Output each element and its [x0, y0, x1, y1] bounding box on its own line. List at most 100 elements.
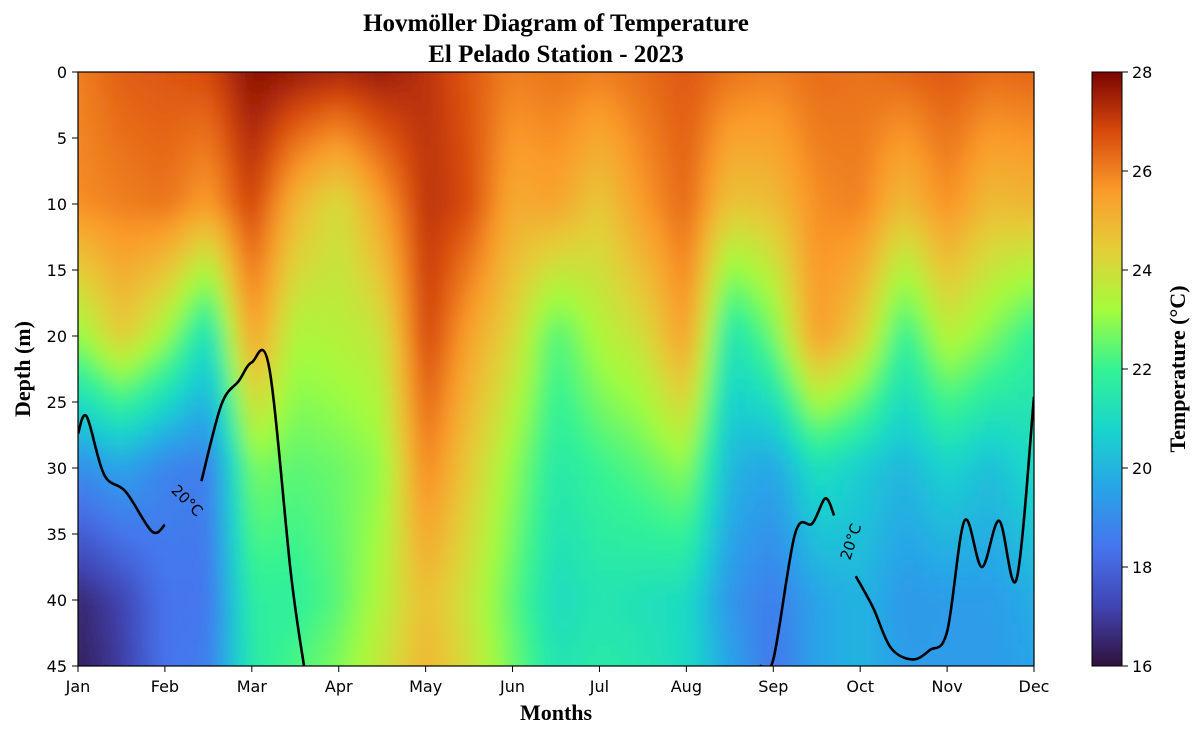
- heatmap-cell: [651, 220, 661, 232]
- heatmap-cell: [70, 51, 79, 62]
- heatmap-cell: [364, 125, 374, 137]
- heatmap-cell: [436, 315, 446, 328]
- heatmap-cell: [285, 411, 294, 423]
- heatmap-cell: [802, 125, 812, 137]
- heatmap-cell: [404, 422, 414, 434]
- heatmap-cell: [699, 135, 708, 147]
- heatmap-cell: [508, 315, 517, 328]
- heatmap-cell: [787, 209, 796, 222]
- heatmap-cell: [691, 453, 700, 466]
- heatmap-cell: [452, 390, 461, 402]
- heatmap-cell: [659, 294, 669, 306]
- heatmap-cell: [890, 125, 900, 137]
- heatmap-cell: [174, 51, 183, 62]
- heatmap-cell: [285, 432, 294, 444]
- heatmap-cell: [635, 400, 645, 413]
- heatmap-cell: [1002, 379, 1011, 391]
- heatmap-cell: [277, 178, 286, 190]
- heatmap-cell: [484, 146, 493, 158]
- heatmap-cell: [436, 347, 446, 359]
- heatmap-cell: [109, 188, 119, 200]
- heatmap-cell: [1042, 422, 1051, 433]
- heatmap-cell: [556, 199, 565, 211]
- heatmap-cell: [1018, 135, 1027, 147]
- heatmap-cell: [986, 337, 995, 349]
- heatmap-cell: [731, 305, 740, 317]
- heatmap-cell: [922, 103, 932, 116]
- heatmap-cell: [508, 167, 517, 179]
- heatmap-cell: [117, 411, 127, 423]
- heatmap-cell: [763, 262, 772, 275]
- heatmap-cell: [587, 72, 597, 84]
- heatmap-cell: [834, 178, 844, 190]
- heatmap-cell: [420, 103, 430, 116]
- heatmap-cell: [579, 400, 589, 413]
- heatmap-cell: [683, 103, 693, 116]
- heatmap-cell: [922, 294, 932, 306]
- heatmap-cell: [428, 125, 438, 137]
- heatmap-cell: [659, 358, 669, 370]
- heatmap-cell: [739, 400, 748, 413]
- heatmap-cell: [834, 188, 844, 200]
- heatmap-cell: [1010, 231, 1019, 243]
- heatmap-cell: [380, 72, 390, 84]
- heatmap-cell: [842, 135, 852, 147]
- heatmap-cell: [468, 178, 477, 190]
- heatmap-cell: [221, 315, 230, 328]
- heatmap-cell: [476, 443, 485, 455]
- heatmap-cell: [86, 51, 95, 62]
- heatmap-cell: [834, 347, 844, 359]
- heatmap-cell: [946, 146, 955, 158]
- heatmap-cell: [484, 135, 493, 147]
- heatmap-cell: [922, 273, 932, 285]
- heatmap-cell: [667, 464, 677, 476]
- heatmap-cell: [317, 390, 326, 402]
- heatmap-cell: [197, 188, 207, 200]
- heatmap-cell: [962, 305, 971, 317]
- heatmap-cell: [253, 422, 262, 434]
- heatmap-cell: [388, 93, 398, 105]
- heatmap-cell: [563, 369, 573, 381]
- heatmap-cell: [850, 241, 860, 253]
- heatmap-cell: [922, 125, 932, 137]
- heatmap-cell: [436, 284, 446, 296]
- heatmap-cell: [619, 82, 629, 94]
- heatmap-cell: [269, 315, 278, 328]
- heatmap-cell: [771, 390, 780, 402]
- heatmap-cell: [587, 167, 597, 179]
- heatmap-cell: [524, 125, 533, 137]
- heatmap-cell: [428, 379, 438, 391]
- heatmap-cell: [373, 51, 382, 62]
- heatmap-cell: [540, 284, 549, 296]
- heatmap-cell: [643, 188, 653, 200]
- heatmap-cell: [372, 432, 382, 444]
- heatmap-cell: [611, 315, 621, 328]
- heatmap-cell: [197, 231, 207, 243]
- heatmap-cell: [930, 51, 939, 62]
- heatmap-cell: [1042, 454, 1051, 465]
- heatmap-cell: [739, 199, 748, 211]
- heatmap-cell: [747, 93, 756, 105]
- heatmap-cell: [317, 337, 326, 349]
- heatmap-cell: [994, 114, 1003, 126]
- heatmap-cell: [548, 114, 557, 126]
- heatmap-cell: [285, 82, 294, 94]
- heatmap-cell: [667, 390, 677, 402]
- heatmap-cell: [380, 72, 390, 73]
- heatmap-cell: [117, 125, 127, 137]
- heatmap-cell: [364, 443, 374, 455]
- heatmap-cell: [882, 93, 892, 105]
- heatmap-cell: [930, 411, 939, 423]
- heatmap-cell: [412, 443, 422, 455]
- heatmap-cell: [922, 379, 932, 391]
- heatmap-cell: [229, 252, 238, 264]
- heatmap-cell: [1026, 241, 1034, 253]
- heatmap-cell: [810, 358, 820, 370]
- heatmap-cell: [731, 369, 740, 381]
- heatmap-cell: [452, 347, 461, 359]
- heatmap-cell: [898, 209, 908, 222]
- heatmap-cell: [93, 390, 103, 402]
- heatmap-cell: [842, 72, 852, 73]
- heatmap-cell: [1018, 72, 1027, 73]
- heatmap-cell: [643, 135, 653, 147]
